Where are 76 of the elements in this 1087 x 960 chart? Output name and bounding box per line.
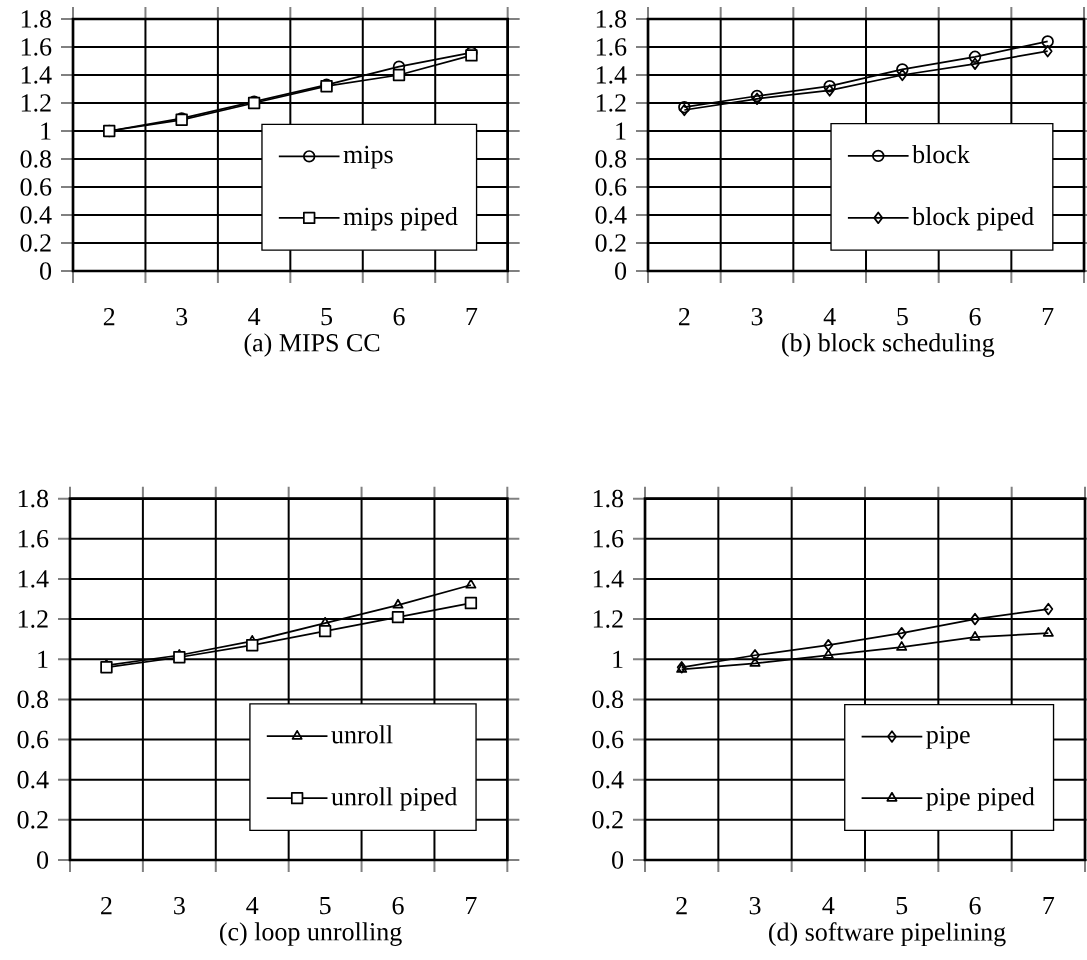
y-tick-label: 1.4 [593,570,624,588]
y-tick-label: 1.4 [18,570,49,588]
y-tick-label: 1.8 [21,10,52,28]
legend-label: block [912,144,970,164]
y-tick-label: 0.8 [595,150,627,168]
y-tick-label: 1.2 [21,94,51,112]
y-tick-label: 1.4 [21,66,52,84]
y-tick-label: 0.8 [20,150,52,168]
x-tick-label: 7 [466,307,478,325]
x-tick-label: 6 [393,307,405,326]
x-tick-label: 2 [678,307,690,326]
x-tick-label: 4 [822,896,835,915]
x-tick-label: 3 [751,307,763,326]
x-tick-label: 4 [248,307,261,326]
y-tick-label: 0.4 [20,206,52,224]
y-tick-label: 0.6 [592,730,624,749]
x-tick-label: 2 [676,896,687,915]
text: (b) block scheduling [782,333,995,357]
legend-label: block piped [912,206,1034,231]
y-tick-label: 0.4 [592,770,624,789]
y-tick-label: 1 [613,650,623,668]
y-tick-label: 0.8 [592,690,624,709]
x-tick-label: 2 [103,307,115,326]
x-tick-label: 3 [176,307,188,326]
legend-label: unroll piped [331,787,458,811]
x-tick-label: 4 [246,896,259,915]
legend-label: mips piped [343,206,458,231]
x-tick-label: 5 [321,307,333,326]
y-tick-label: 0 [37,851,49,869]
y-tick-label: 0.2 [20,234,51,252]
x-tick-label: 6 [969,307,981,326]
y-tick-label: 0.8 [17,690,49,709]
text: (a) MIPS CC [244,333,380,357]
y-tick-label: 1 [41,122,51,140]
x-tick-label: 3 [749,896,761,915]
y-tick-label: 1 [616,122,626,140]
y-tick-label: 0.6 [17,730,49,749]
y-tick-label: 1.8 [596,10,627,28]
x-tick-label: 6 [392,896,404,915]
y-tick-label: 1.6 [18,530,49,548]
x-tick-label: 2 [101,896,112,915]
y-tick-label: 0.2 [592,811,623,829]
y-tick-label: 0.2 [595,234,626,252]
y-tick-label: 0 [612,851,624,869]
y-tick-label: 0 [615,262,627,280]
y-tick-label: 0.4 [17,770,49,789]
y-tick-label: 0.6 [595,178,627,196]
x-tick-label: 7 [1042,307,1054,325]
y-tick-label: 1.4 [596,66,627,84]
x-tick-label: 5 [896,896,908,915]
x-tick-label: 3 [174,896,185,915]
y-tick-label: 1.2 [18,610,48,628]
x-tick-label: 4 [823,307,836,326]
y-tick-label: 1.6 [593,530,624,548]
y-tick-label: 1.2 [596,94,626,112]
y-tick-label: 1 [38,650,48,668]
text: (d) software pipelining [769,922,1006,947]
y-tick-label: 1.6 [596,38,627,56]
x-tick-label: 7 [466,896,477,914]
x-tick-label: 5 [320,896,331,915]
y-tick-label: 0.4 [595,206,627,224]
text: (c) loop unrolling [219,922,402,946]
y-tick-label: 1.2 [593,610,623,628]
legend-label: pipe piped [926,787,1035,811]
x-tick-label: 7 [1043,896,1055,914]
y-tick-label: 0.6 [20,178,52,196]
legend-label: unroll [331,725,393,744]
y-tick-label: 1.8 [593,489,624,508]
x-tick-label: 5 [897,307,908,326]
y-tick-label: 1.6 [21,38,52,56]
legend-label: pipe [926,726,970,749]
x-tick-label: 6 [969,896,981,915]
y-tick-label: 0 [40,262,52,280]
y-tick-label: 0.2 [17,811,48,829]
legend-label: mips [343,145,393,169]
y-tick-label: 1.8 [18,489,49,508]
